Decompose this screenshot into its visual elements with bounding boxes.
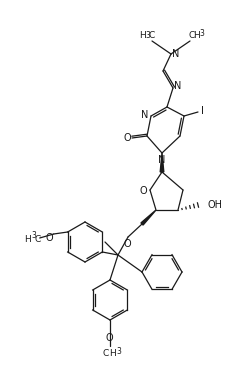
Text: O: O [105,333,113,343]
Polygon shape [160,153,164,172]
Text: H: H [140,31,146,41]
Text: N: N [172,49,180,59]
Text: 3: 3 [117,347,122,355]
Text: C: C [103,348,109,357]
Text: C: C [189,31,195,41]
Text: O: O [46,233,53,243]
Text: C: C [35,235,41,244]
Text: N: N [158,155,166,165]
Text: 3: 3 [146,31,151,41]
Text: H: H [110,348,116,357]
Text: OH: OH [207,200,222,210]
Text: H: H [24,235,31,244]
Text: H: H [194,31,200,41]
Text: O: O [139,186,147,196]
Text: I: I [202,106,204,116]
Text: O: O [123,133,131,143]
Polygon shape [141,210,156,225]
Text: C: C [149,31,155,41]
Text: N: N [174,81,182,91]
Text: O: O [123,239,131,249]
Text: N: N [141,110,149,120]
Text: 3: 3 [200,28,204,38]
Text: 3: 3 [31,232,36,241]
